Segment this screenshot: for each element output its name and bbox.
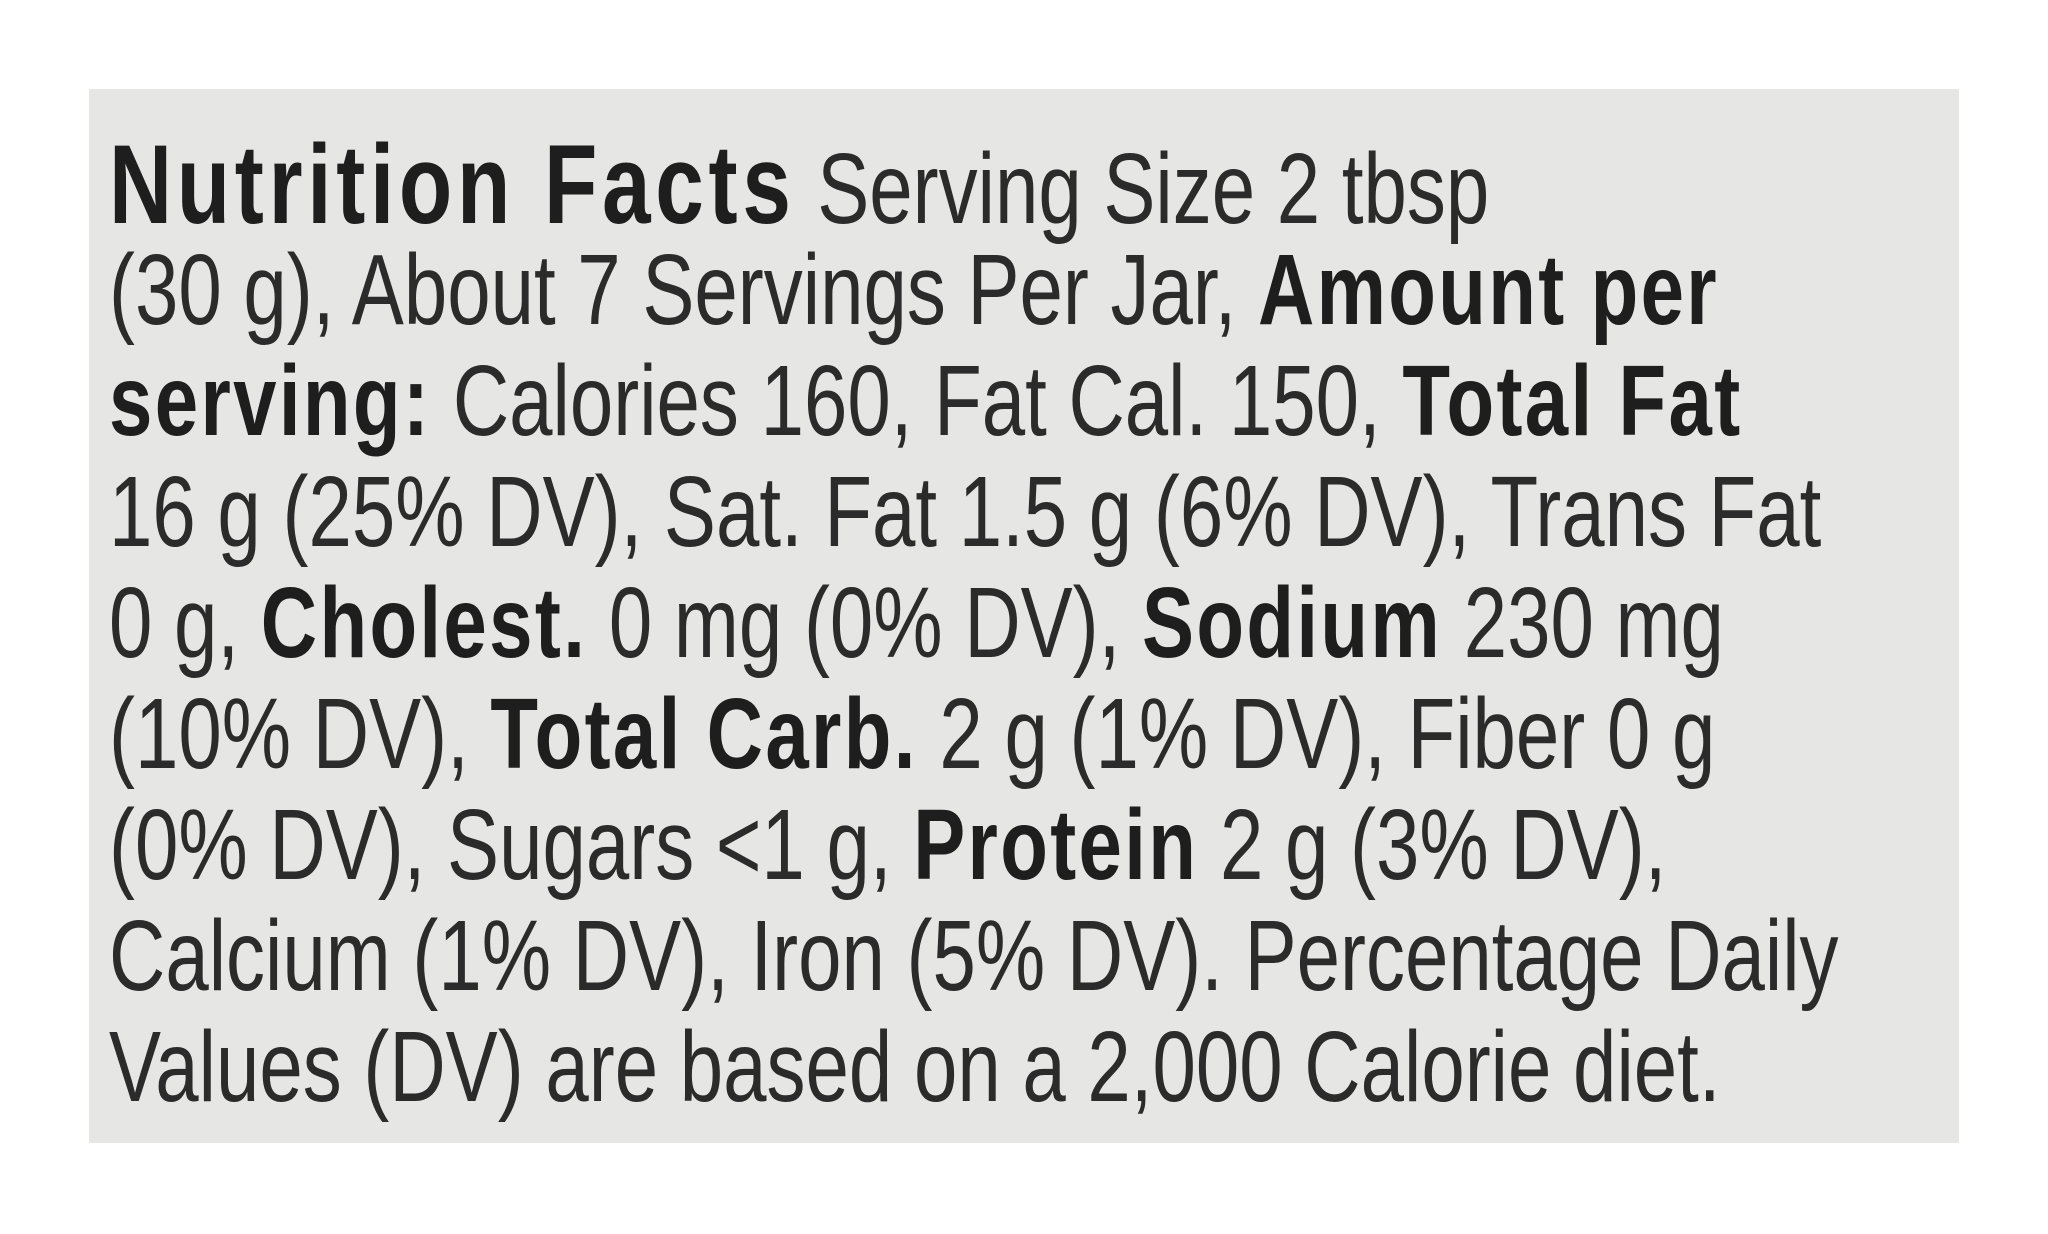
- label-title: Nutrition Facts: [109, 122, 796, 247]
- label-text: 0 mg (0% DV),: [587, 567, 1143, 679]
- label-text: Calcium (1% DV), Iron (5% DV). Percentag…: [109, 900, 1839, 1012]
- label-bold: Sodium: [1142, 567, 1443, 679]
- nutrition-label: Nutrition Facts Serving Size 2 tbsp (30 …: [89, 89, 1959, 1143]
- label-bold: Amount per: [1257, 234, 1719, 346]
- label-text: (30 g), About 7 Servings Per Jar,: [109, 234, 1258, 346]
- label-line: (30 g), About 7 Servings Per Jar, Amount…: [109, 240, 1719, 340]
- label-text: 2 g (3% DV),: [1198, 789, 1667, 901]
- label-text: (10% DV),: [109, 678, 491, 790]
- label-line: 16 g (25% DV), Sat. Fat 1.5 g (6% DV), T…: [109, 462, 1821, 562]
- label-line: Nutrition Facts Serving Size 2 tbsp: [109, 129, 1489, 241]
- label-line: (10% DV), Total Carb. 2 g (1% DV), Fiber…: [109, 684, 1715, 784]
- label-text: 230 mg: [1442, 567, 1724, 679]
- label-line: Values (DV) are based on a 2,000 Calorie…: [109, 1017, 1720, 1117]
- label-text: Serving Size 2 tbsp: [795, 133, 1490, 245]
- label-text: (0% DV), Sugars <1 g,: [109, 789, 914, 901]
- label-text: 2 g (1% DV), Fiber 0 g: [917, 678, 1716, 790]
- label-bold: Protein: [913, 789, 1199, 901]
- label-text: Calories 160, Fat Cal. 150,: [431, 345, 1403, 457]
- label-bold: Total Fat: [1402, 345, 1743, 457]
- label-line: (0% DV), Sugars <1 g, Protein 2 g (3% DV…: [109, 795, 1666, 895]
- label-line: serving: Calories 160, Fat Cal. 150, Tot…: [109, 351, 1743, 451]
- label-text: Values (DV) are based on a 2,000 Calorie…: [109, 1011, 1721, 1123]
- label-text: 0 g,: [109, 567, 261, 679]
- label-bold: serving:: [109, 345, 432, 457]
- label-line: Calcium (1% DV), Iron (5% DV). Percentag…: [109, 906, 1839, 1006]
- label-bold: Total Carb.: [490, 678, 918, 790]
- label-line: 0 g, Cholest. 0 mg (0% DV), Sodium 230 m…: [109, 573, 1724, 673]
- label-bold: Cholest.: [260, 567, 588, 679]
- label-text: 16 g (25% DV), Sat. Fat 1.5 g (6% DV), T…: [109, 456, 1822, 568]
